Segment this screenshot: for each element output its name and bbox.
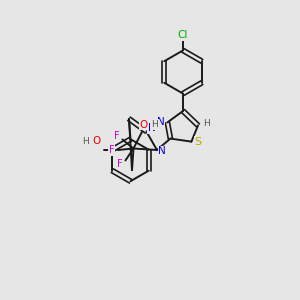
Text: N: N [158,146,166,157]
Text: S: S [194,136,202,147]
Text: O: O [139,119,148,130]
Text: N: N [148,123,156,134]
Text: Cl: Cl [178,30,188,40]
Text: H: H [82,137,89,146]
Text: H: H [203,118,210,127]
Text: F: F [114,131,120,141]
Text: O: O [92,136,101,146]
Text: F: F [117,159,123,169]
Text: H: H [151,120,158,129]
Text: F: F [109,145,115,155]
Text: N: N [157,117,165,127]
